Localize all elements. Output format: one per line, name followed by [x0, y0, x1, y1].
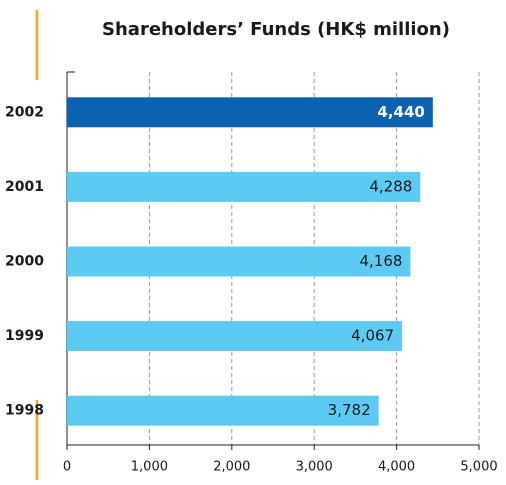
value-label: 4,168: [359, 252, 402, 270]
bar: [67, 321, 403, 352]
bar: [67, 97, 433, 128]
value-label: 3,782: [328, 401, 371, 419]
value-label: 4,067: [351, 327, 394, 345]
chart-title: Shareholders’ Funds (HK$ million): [102, 19, 450, 40]
y-tick-label: 2001: [5, 179, 44, 195]
x-tick-label: 1,000: [131, 460, 168, 475]
x-tick-label: 2,000: [213, 460, 250, 475]
y-tick-label: 1998: [5, 403, 44, 419]
x-tick-label: 5,000: [460, 460, 497, 475]
y-tick-label: 1999: [5, 328, 44, 344]
bar: [67, 246, 411, 277]
y-tick-label: 2002: [5, 104, 44, 120]
x-tick-label: 0: [63, 460, 71, 475]
value-label: 4,440: [377, 103, 424, 121]
x-tick-label: 3,000: [296, 460, 333, 475]
y-tick-label: 2000: [5, 254, 44, 270]
bar: [67, 171, 421, 202]
x-tick-label: 4,000: [378, 460, 415, 475]
bar: [67, 395, 379, 426]
value-label: 4,288: [369, 177, 412, 195]
